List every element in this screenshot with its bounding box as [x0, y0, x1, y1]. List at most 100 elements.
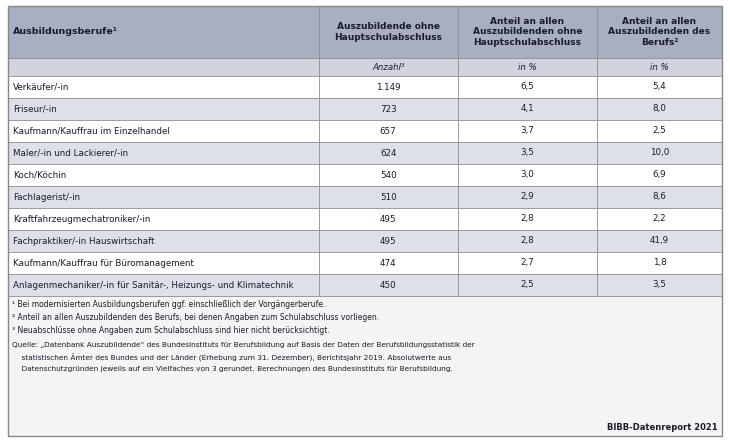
Text: Ausbildungsberufe¹: Ausbildungsberufe¹ [13, 27, 118, 37]
Text: 6,5: 6,5 [520, 83, 534, 91]
Bar [458, 120, 597, 142]
Bar [8, 208, 318, 230]
Text: 2,9: 2,9 [520, 193, 534, 202]
Text: in %: in % [518, 62, 537, 72]
Bar [8, 58, 318, 76]
Text: 4,1: 4,1 [520, 104, 534, 114]
Text: Kraftfahrzeugmechatroniker/-in: Kraftfahrzeugmechatroniker/-in [13, 214, 150, 224]
Text: 2,5: 2,5 [520, 281, 534, 290]
Text: 2,8: 2,8 [520, 214, 534, 224]
Bar [597, 98, 722, 120]
Text: 540: 540 [380, 171, 396, 179]
Text: 10,0: 10,0 [650, 149, 669, 157]
Bar [318, 142, 458, 164]
Bar [8, 230, 318, 252]
Bar [458, 230, 597, 252]
Bar [8, 98, 318, 120]
Text: 657: 657 [380, 126, 396, 136]
Text: 495: 495 [380, 236, 396, 245]
Bar [458, 186, 597, 208]
Bar [8, 252, 318, 274]
Bar [458, 58, 597, 76]
Text: Quelle: „Datenbank Auszubildende“ des Bundesinstituts für Berufsbildung auf Basi: Quelle: „Datenbank Auszubildende“ des Bu… [12, 342, 474, 348]
Text: Anzahl³: Anzahl³ [372, 62, 404, 72]
Text: Verkäufer/-in: Verkäufer/-in [13, 83, 69, 91]
Bar [8, 6, 318, 58]
Bar [458, 274, 597, 296]
Text: Friseur/-in: Friseur/-in [13, 104, 57, 114]
Text: 3,5: 3,5 [520, 149, 534, 157]
Bar [597, 252, 722, 274]
Bar [458, 6, 597, 58]
Text: 3,5: 3,5 [653, 281, 666, 290]
Bar [8, 142, 318, 164]
Text: Fachpraktiker/-in Hauswirtschaft: Fachpraktiker/-in Hauswirtschaft [13, 236, 155, 245]
Text: ¹ Bei modernisierten Ausbildungsberufen ggf. einschließlich der Vorgängerberufe.: ¹ Bei modernisierten Ausbildungsberufen … [12, 300, 326, 309]
Text: Anlagenmechaniker/-in für Sanitär-, Heizungs- und Klimatechnik: Anlagenmechaniker/-in für Sanitär-, Heiz… [13, 281, 293, 290]
Bar [318, 98, 458, 120]
Bar [318, 6, 458, 58]
Bar [597, 58, 722, 76]
Text: 41,9: 41,9 [650, 236, 669, 245]
Text: Anteil an allen
Auszubildenden des
Berufs²: Anteil an allen Auszubildenden des Beruf… [609, 17, 710, 47]
Text: 2,8: 2,8 [520, 236, 534, 245]
Text: 6,9: 6,9 [653, 171, 666, 179]
Text: ³ Neuabschlüsse ohne Angaben zum Schulabschluss sind hier nicht berücksichtigt.: ³ Neuabschlüsse ohne Angaben zum Schulab… [12, 326, 330, 335]
Text: in %: in % [650, 62, 669, 72]
Text: 1.149: 1.149 [376, 83, 401, 91]
Text: 1,8: 1,8 [653, 259, 666, 267]
Text: BIBB-Datenreport 2021: BIBB-Datenreport 2021 [607, 423, 718, 432]
Bar [597, 208, 722, 230]
Bar [318, 230, 458, 252]
Bar [597, 6, 722, 58]
Text: 2,7: 2,7 [520, 259, 534, 267]
Bar [318, 208, 458, 230]
Text: 8,6: 8,6 [653, 193, 666, 202]
Text: 723: 723 [380, 104, 396, 114]
Text: statistischen Ämter des Bundes und der Länder (Erhebung zum 31. Dezember), Beric: statistischen Ämter des Bundes und der L… [12, 354, 451, 362]
Bar [597, 186, 722, 208]
Text: 510: 510 [380, 193, 396, 202]
Bar [318, 274, 458, 296]
Text: Kaufmann/Kauffrau für Büromanagement: Kaufmann/Kauffrau für Büromanagement [13, 259, 194, 267]
Text: Anteil an allen
Auszubildenden ohne
Hauptschulabschluss: Anteil an allen Auszubildenden ohne Haup… [473, 17, 583, 47]
Bar [8, 120, 318, 142]
Text: 5,4: 5,4 [653, 83, 666, 91]
Bar [318, 186, 458, 208]
Text: 3,7: 3,7 [520, 126, 534, 136]
Bar [458, 142, 597, 164]
Text: Datenschutzgründen jeweils auf ein Vielfaches von 3 gerundet. Berechnungen des B: Datenschutzgründen jeweils auf ein Vielf… [12, 366, 453, 372]
Bar [597, 164, 722, 186]
Text: Fachlagerist/-in: Fachlagerist/-in [13, 193, 80, 202]
Text: Kaufmann/Kauffrau im Einzelhandel: Kaufmann/Kauffrau im Einzelhandel [13, 126, 170, 136]
Bar [318, 252, 458, 274]
Bar [8, 76, 318, 98]
Bar [318, 164, 458, 186]
Text: 624: 624 [380, 149, 396, 157]
Bar [597, 76, 722, 98]
Bar [597, 274, 722, 296]
Text: 3,0: 3,0 [520, 171, 534, 179]
Text: 474: 474 [380, 259, 396, 267]
Bar [318, 58, 458, 76]
Bar [458, 252, 597, 274]
Text: 8,0: 8,0 [653, 104, 666, 114]
Text: 2,5: 2,5 [653, 126, 666, 136]
Bar [318, 76, 458, 98]
Bar [8, 164, 318, 186]
Bar [8, 274, 318, 296]
Text: 450: 450 [380, 281, 396, 290]
Text: Auszubildende ohne
Hauptschulabschluss: Auszubildende ohne Hauptschulabschluss [334, 22, 442, 42]
Bar [8, 186, 318, 208]
Bar [597, 120, 722, 142]
Bar [8, 296, 722, 436]
Bar [458, 98, 597, 120]
Text: Maler/-in und Lackierer/-in: Maler/-in und Lackierer/-in [13, 149, 128, 157]
Bar [318, 120, 458, 142]
Text: 495: 495 [380, 214, 396, 224]
Text: 2,2: 2,2 [653, 214, 666, 224]
Text: Koch/Köchin: Koch/Köchin [13, 171, 66, 179]
Bar [458, 76, 597, 98]
Bar [458, 164, 597, 186]
Bar [458, 208, 597, 230]
